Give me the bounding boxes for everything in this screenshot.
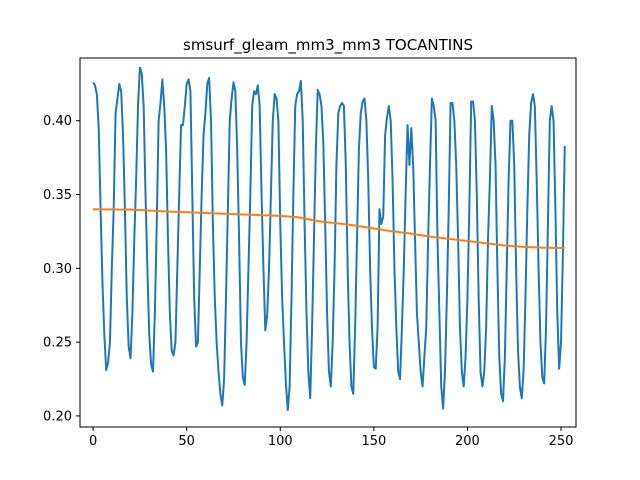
series-layer [92, 66, 566, 412]
x-tick-label: 250 [549, 434, 574, 449]
y-tick-label: 0.40 [43, 114, 72, 129]
plot-frame [79, 57, 577, 428]
y-tick-label: 0.35 [43, 188, 72, 203]
x-tick-label: 150 [361, 434, 386, 449]
tick-layer: 0 50 100 150 200 250 0.20 0.25 0.30 0.35 0.40 [43, 114, 573, 449]
x-tick-label: 0 [89, 434, 97, 449]
series-line-1 [92, 66, 566, 412]
y-tick-label: 0.20 [43, 409, 72, 424]
x-tick-label: 200 [455, 434, 480, 449]
x-tick-label: 50 [178, 434, 195, 449]
chart-title: smsurf_gleam_mm3_mm3 TOCANTINS [183, 36, 473, 55]
y-tick-label: 0.25 [43, 336, 72, 351]
x-tick-label: 100 [268, 434, 293, 449]
series-line-2 [93, 208, 565, 249]
y-tick-label: 0.30 [43, 262, 72, 277]
